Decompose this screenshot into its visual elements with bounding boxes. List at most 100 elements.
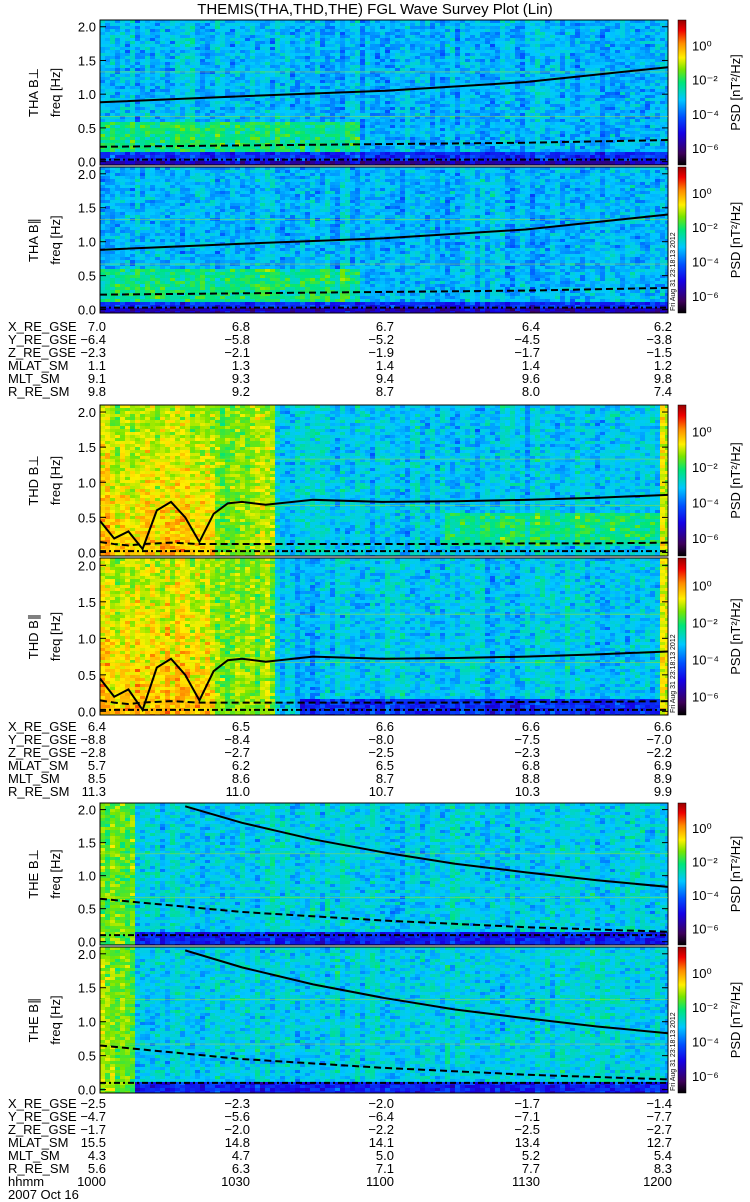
ephemeris-label: MLAT_SM xyxy=(8,358,69,373)
ephemeris-value: 6.6 xyxy=(521,719,540,734)
y-axis-label: freq [Hz] xyxy=(48,215,63,264)
colorbar-tick-label: 10⁻⁴ xyxy=(692,254,719,269)
spectrogram-image-2 xyxy=(100,405,668,556)
colorbar-label: PSD [nT²/Hz] xyxy=(728,54,743,131)
plot-title: THEMIS(THA,THD,THE) FGL Wave Survey Plot… xyxy=(197,1,553,18)
ephemeris-value: 8.7 xyxy=(375,384,394,399)
ephemeris-value: 6.9 xyxy=(653,758,672,773)
ephemeris-value: 1200 xyxy=(643,1174,672,1189)
ephemeris-value: −2.3 xyxy=(80,345,106,360)
ephemeris-value: −2.8 xyxy=(80,745,106,760)
colorbar xyxy=(677,19,687,166)
ephemeris-value: 8.6 xyxy=(231,771,250,786)
ephemeris-value: 11.0 xyxy=(225,784,250,799)
ephemeris-value: 6.6 xyxy=(375,719,394,734)
panel-label: THE B∥ xyxy=(26,998,41,1043)
ephemeris-label: MLT_SM xyxy=(8,771,60,786)
ephemeris-label: X_RE_GSE xyxy=(8,319,77,334)
ephemeris-value: −2.2 xyxy=(646,745,672,760)
spectrogram-image-0 xyxy=(100,20,668,165)
ephemeris-value: 6.8 xyxy=(521,758,540,773)
ephemeris-label: X_RE_GSE xyxy=(8,1096,77,1111)
panel-frame xyxy=(99,946,669,1094)
ephemeris-value: −2.5 xyxy=(80,1096,106,1111)
timestamp-label: Fri Aug 31 23:18:13 2012 xyxy=(670,634,677,713)
panel-frame xyxy=(99,404,669,557)
ephemeris-label: Z_RE_GSE xyxy=(8,745,76,760)
ephemeris-value: 9.8 xyxy=(653,371,672,386)
colorbar-label: PSD [nT²/Hz] xyxy=(728,598,743,675)
ephemeris-label: Z_RE_GSE xyxy=(8,1122,76,1137)
colorbar-tick-label: 10⁰ xyxy=(692,425,712,440)
ephemeris-value: 1.4 xyxy=(521,358,540,373)
ephemeris-value: 6.7 xyxy=(375,319,394,334)
spectrogram-image-4 xyxy=(100,803,668,945)
colorbar-tick-label: 10⁻⁴ xyxy=(692,107,719,122)
ephemeris-row: Z_RE_GSE −1.7 −2.0 −2.2 −2.5 −2.7 xyxy=(0,1123,750,1136)
colorbar xyxy=(677,404,687,557)
ephemeris-row: Y_RE_GSE −4.7 −5.6 −6.4 −7.1 −7.7 xyxy=(0,1110,750,1123)
ephemeris-row: hhmm 1000 1030 1100 1130 1200 xyxy=(0,1175,750,1188)
ephemeris-value: 6.2 xyxy=(231,758,250,773)
colorbar-tick-label: 10⁻⁶ xyxy=(692,531,719,546)
dashed-curve xyxy=(99,1044,669,1081)
ephemeris-label: MLAT_SM xyxy=(8,1135,69,1150)
y-tick-label: 1.0 xyxy=(78,869,96,884)
spectrogram-image-3 xyxy=(100,558,668,715)
y-tick-label: 0.0 xyxy=(78,935,96,950)
y-tick-label: 1.0 xyxy=(78,1015,96,1030)
ephemeris-value: −1.5 xyxy=(646,345,672,360)
ephemeris-value: 4.7 xyxy=(231,1148,250,1163)
ephemeris-row: Z_RE_GSE −2.3 −2.1 −1.9 −1.7 −1.5 xyxy=(0,346,750,359)
y-tick-label: 0.0 xyxy=(78,704,96,719)
ephemeris-value: 13.4 xyxy=(514,1135,540,1150)
panel-label: THE B⊥ xyxy=(26,849,41,899)
ephemeris-value: −1.9 xyxy=(368,345,394,360)
panel-label: THD B∥ xyxy=(26,614,41,660)
ephemeris-value: 9.9 xyxy=(653,784,672,799)
ephemeris-value: 9.3 xyxy=(231,371,250,386)
ephemeris-value: −7.0 xyxy=(646,732,672,747)
ephemeris-value: 7.4 xyxy=(653,384,672,399)
ephemeris-row: R_RE_SM 9.8 9.2 8.7 8.0 7.4 xyxy=(0,385,750,398)
y-tick-label: 0.5 xyxy=(78,510,96,525)
y-tick-label: 2.0 xyxy=(78,20,96,35)
colorbar-tick-label: 10⁻² xyxy=(692,73,718,88)
ephemeris-value: 11.3 xyxy=(81,784,106,799)
ephemeris-value: −1.4 xyxy=(646,1096,672,1111)
ephemeris-value: 8.0 xyxy=(521,384,540,399)
y-axis-label: freq [Hz] xyxy=(48,995,63,1044)
ephemeris-value: −2.3 xyxy=(514,745,540,760)
colorbar-tick-label: 10⁻² xyxy=(692,854,718,869)
ephemeris-value: 5.2 xyxy=(521,1148,540,1163)
colorbar xyxy=(677,946,687,1094)
colorbar xyxy=(677,802,687,946)
ephemeris-value: −2.0 xyxy=(224,1122,250,1137)
ephemeris-row: MLAT_SM 5.7 6.2 6.5 6.8 6.9 xyxy=(0,759,750,772)
ephemeris-value: −6.4 xyxy=(80,332,106,347)
y-tick-label: 2.0 xyxy=(78,558,96,573)
ephemeris-table-the: X_RE_GSE −2.5 −2.3 −2.0 −1.7 −1.4 Y_RE_GSE −4.7… xyxy=(0,1097,750,1188)
timestamp-label: Fri Aug 31 23:18:13 2012 xyxy=(670,1012,677,1091)
ephemeris-row: R_RE_SM 11.3 11.0 10.7 10.3 9.9 xyxy=(0,785,750,798)
ephemeris-label: R_RE_SM xyxy=(8,784,70,799)
ephemeris-row: X_RE_GSE 6.4 6.5 6.6 6.6 6.6 xyxy=(0,720,750,733)
colorbar-tick-label: 10⁻² xyxy=(692,460,718,475)
gyrofrequency-curve xyxy=(184,949,669,1035)
ephemeris-value: 1000 xyxy=(77,1174,106,1189)
ephemeris-value: 6.3 xyxy=(231,1161,250,1176)
colorbar-tick-label: 10⁻⁴ xyxy=(692,496,719,511)
spectrogram-image-5 xyxy=(100,947,668,1093)
dashed-curve xyxy=(99,897,669,933)
ephemeris-value: 10.3 xyxy=(514,784,540,799)
ephemeris-value: 7.1 xyxy=(375,1161,394,1176)
ephemeris-value: −1.7 xyxy=(514,1096,540,1111)
ephemeris-value: 7.0 xyxy=(87,319,106,334)
ephemeris-value: 8.7 xyxy=(375,771,394,786)
ephemeris-value: 1100 xyxy=(366,1174,394,1189)
ephemeris-value: 9.4 xyxy=(375,371,394,386)
y-tick-label: 1.0 xyxy=(78,87,96,102)
ephemeris-row: MLAT_SM 1.1 1.3 1.4 1.4 1.2 xyxy=(0,359,750,372)
y-tick-label: 1.0 xyxy=(78,235,96,250)
